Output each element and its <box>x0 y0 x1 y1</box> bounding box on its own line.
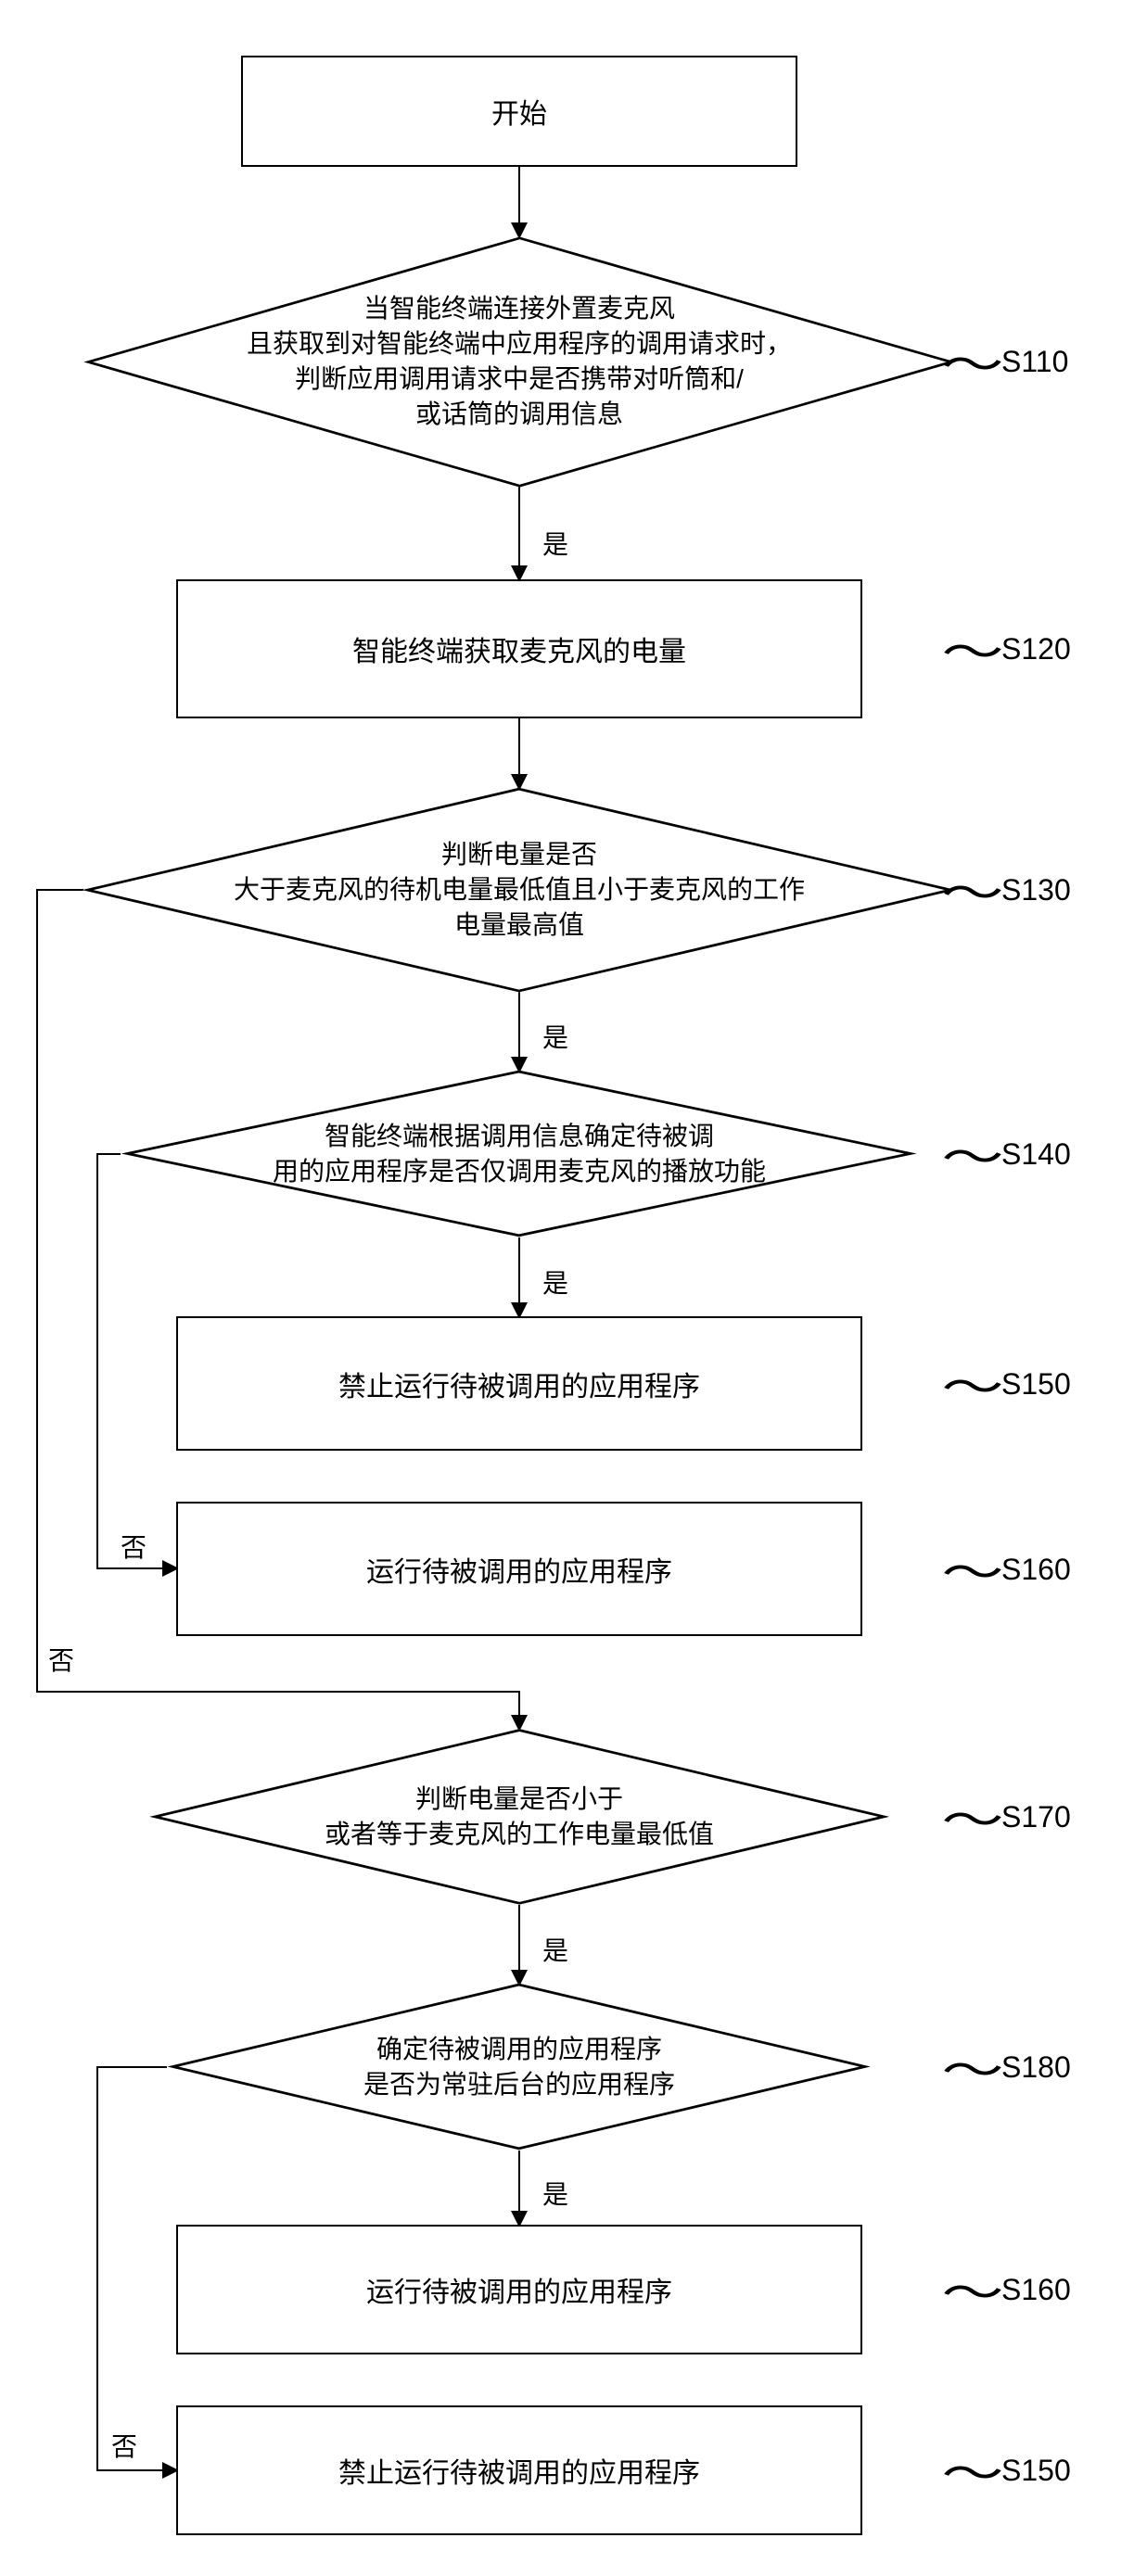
step-label-S160: S160 <box>1001 2273 1071 2307</box>
step-connector-S110: 〜 <box>941 328 1003 393</box>
node-start: 开始 <box>241 56 797 167</box>
edge-label-5: 否 <box>121 1528 147 1565</box>
node-r160b: 运行待被调用的应用程序 <box>176 2225 862 2354</box>
flowchart-canvas: 是是是否否是是否开始当智能终端连接外置麦克风且获取到对智能终端中应用程序的调用请… <box>0 0 1134 2576</box>
edge-label-7: 是 <box>542 1931 568 1968</box>
step-label-S110: S110 <box>1001 345 1068 379</box>
step-label-S140: S140 <box>1001 1137 1071 1172</box>
step-connector-S170: 〜 <box>941 1783 1003 1848</box>
step-label-S150: S150 <box>1001 1367 1071 1402</box>
node-r150b: 禁止运行待被调用的应用程序 <box>176 2405 862 2535</box>
step-connector-S140: 〜 <box>941 1121 1003 1186</box>
node-d180-text: 确定待被调用的应用程序是否为常驻后台的应用程序 <box>167 1984 872 2151</box>
edge-9 <box>97 2067 176 2470</box>
step-label-S130: S130 <box>1001 873 1071 907</box>
node-r150: 禁止运行待被调用的应用程序 <box>176 1316 862 1451</box>
node-d180: 确定待被调用的应用程序是否为常驻后台的应用程序 <box>167 1984 872 2151</box>
step-label-S180: S180 <box>1001 2050 1071 2085</box>
step-connector-S160: 〜 <box>941 2256 1003 2321</box>
step-connector-S180: 〜 <box>941 2034 1003 2099</box>
node-d140: 智能终端根据调用信息确定待被调用的应用程序是否仅调用麦克风的播放功能 <box>121 1071 918 1237</box>
step-label-S170: S170 <box>1001 1800 1071 1834</box>
edge-label-8: 是 <box>542 2175 568 2212</box>
node-r120: 智能终端获取麦克风的电量 <box>176 579 862 718</box>
step-label-S120: S120 <box>1001 632 1071 666</box>
step-connector-S150: 〜 <box>941 1351 1003 1415</box>
node-d130-text: 判断电量是否大于麦克风的待机电量最低值且小于麦克风的工作电量最高值 <box>83 788 955 992</box>
step-connector-S160: 〜 <box>941 1536 1003 1601</box>
node-d170-text: 判断电量是否小于或者等于麦克风的工作电量最低值 <box>148 1729 890 1905</box>
node-d130: 判断电量是否大于麦克风的待机电量最低值且小于麦克风的工作电量最高值 <box>83 788 955 992</box>
node-d140-text: 智能终端根据调用信息确定待被调用的应用程序是否仅调用麦克风的播放功能 <box>121 1071 918 1237</box>
step-label-S160: S160 <box>1001 1553 1071 1587</box>
edge-label-9: 否 <box>111 2427 137 2464</box>
step-connector-S150: 〜 <box>941 2437 1003 2502</box>
edge-label-1: 是 <box>542 525 568 562</box>
node-r160: 运行待被调用的应用程序 <box>176 1502 862 1636</box>
step-label-S150: S150 <box>1001 2454 1071 2488</box>
edge-label-6: 否 <box>48 1641 74 1678</box>
node-d170: 判断电量是否小于或者等于麦克风的工作电量最低值 <box>148 1729 890 1905</box>
step-connector-S120: 〜 <box>941 615 1003 680</box>
edge-label-4: 是 <box>542 1263 568 1301</box>
node-d110: 当智能终端连接外置麦克风且获取到对智能终端中应用程序的调用请求时，判断应用调用请… <box>83 236 955 487</box>
step-connector-S130: 〜 <box>941 857 1003 921</box>
node-d110-text: 当智能终端连接外置麦克风且获取到对智能终端中应用程序的调用请求时，判断应用调用请… <box>83 236 955 487</box>
edge-label-3: 是 <box>542 1018 568 1055</box>
